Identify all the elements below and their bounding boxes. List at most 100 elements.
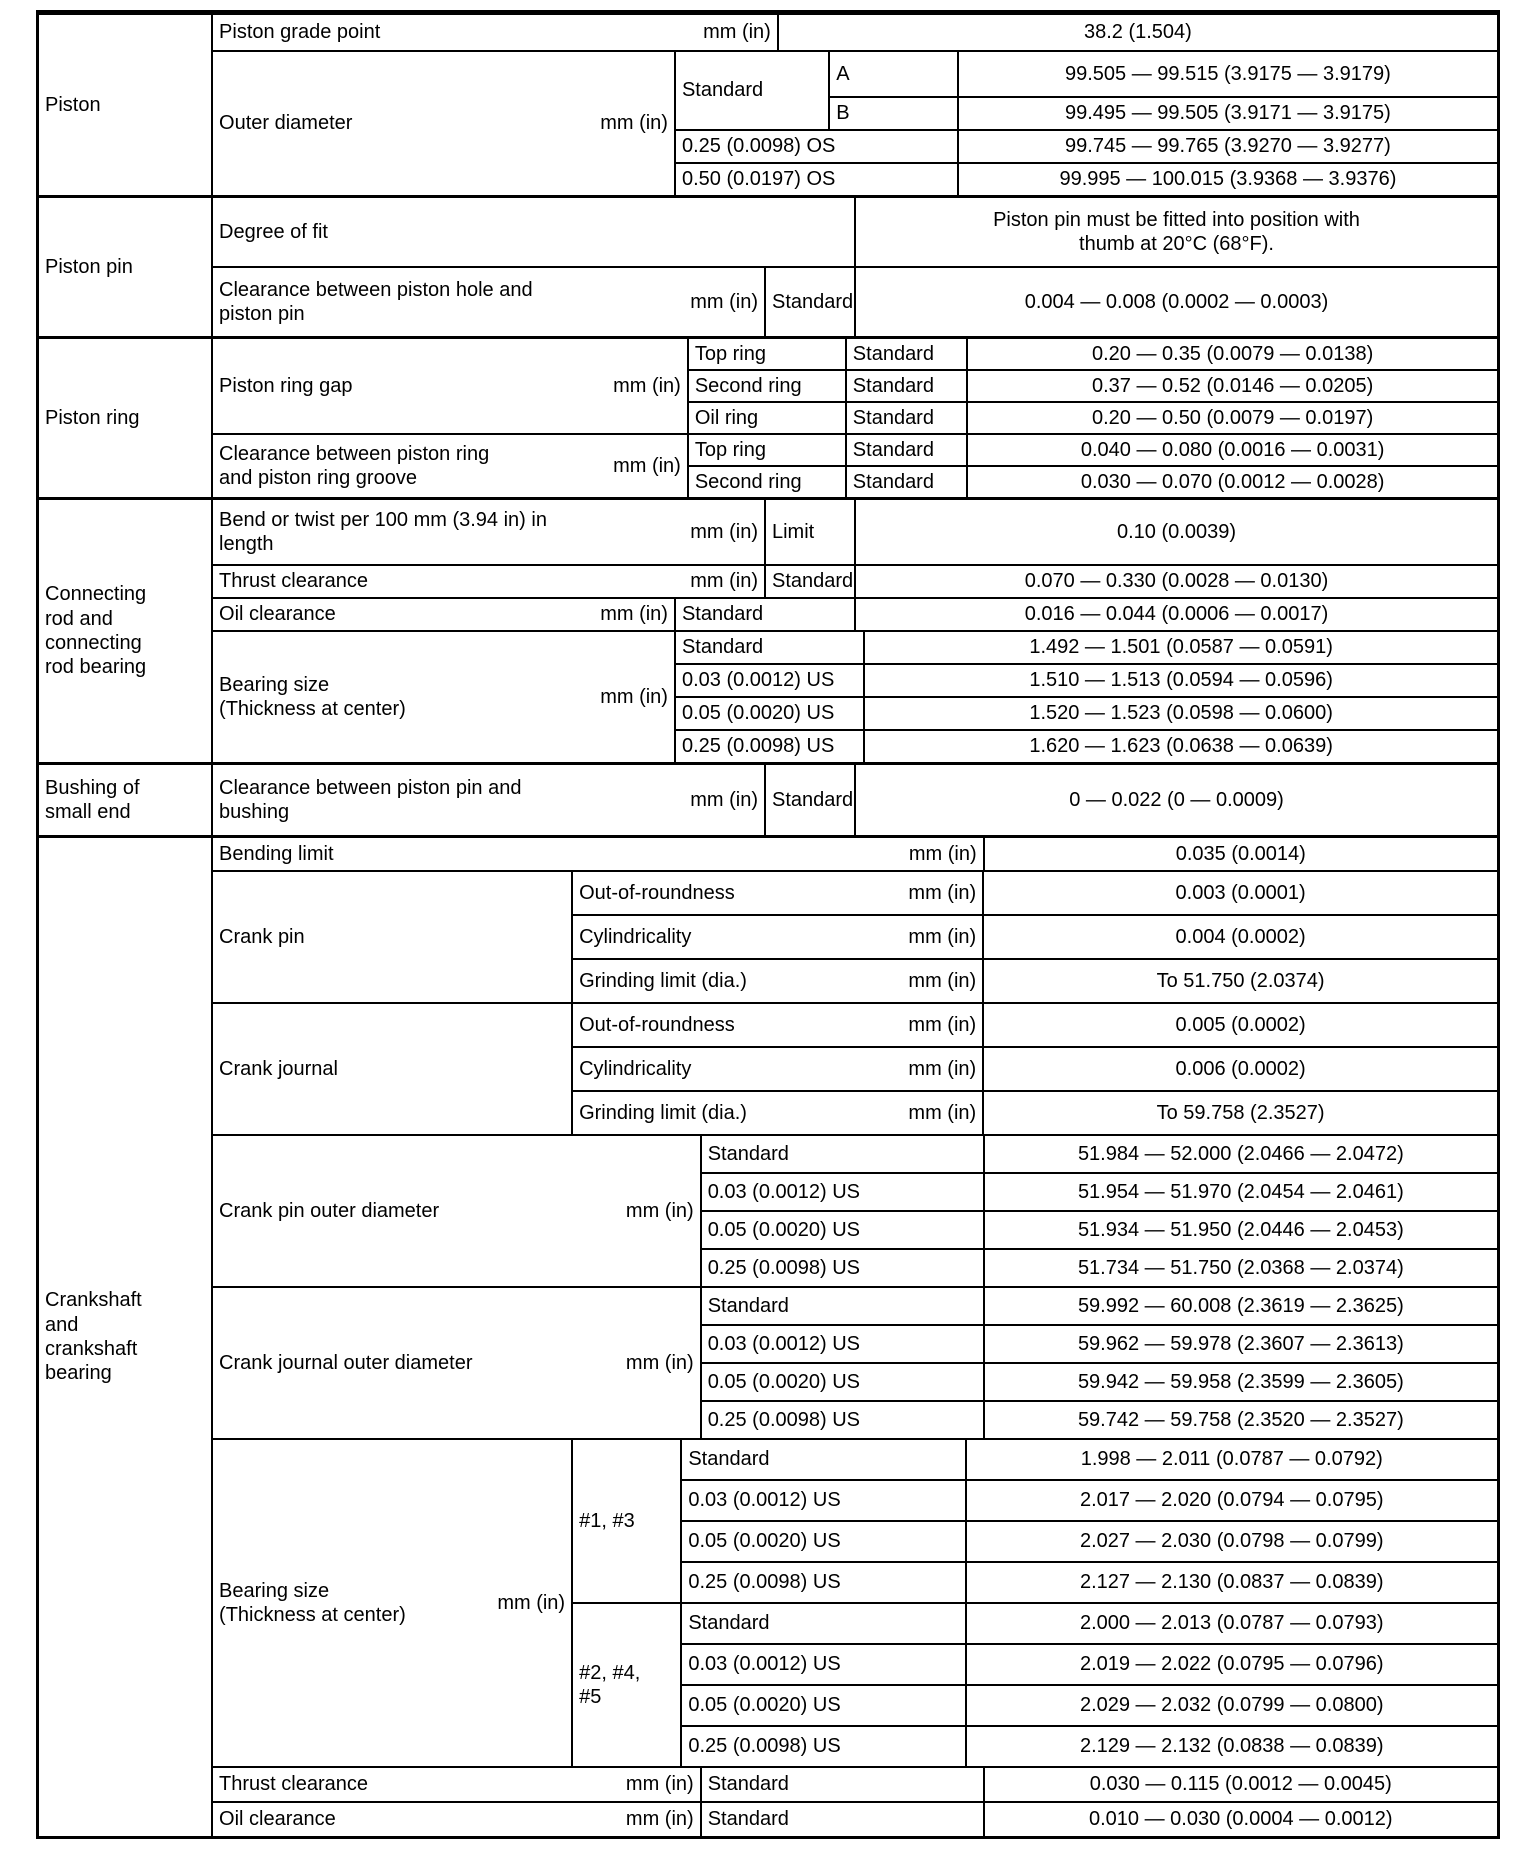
spec-label-cell: Standard [844, 369, 967, 401]
cell-text: Out-of-roundness [579, 881, 735, 904]
spec-value-cell: 38.2 (1.504) [776, 13, 1497, 50]
cell-text: 0.070 — 0.330 (0.0028 — 0.0130) [1024, 570, 1329, 593]
cell-text: Top ring [694, 342, 766, 365]
spec-section: Piston ring Piston ring gap mm (in) Top rin… [39, 336, 1497, 497]
cell-text: Standard [707, 1808, 789, 1831]
cell-text: Standard [771, 290, 854, 313]
cell-text: 0.005 (0.0002) [1175, 1013, 1306, 1036]
spec-label-cell: Grinding limit (dia.) mm (in) [571, 1090, 983, 1134]
cell-text: 0.004 (0.0002) [1175, 925, 1306, 948]
cell-text: Standard [852, 374, 934, 397]
cell-text: Crankshaft and crankshaft bearing [45, 1289, 142, 1385]
cell-text: Top ring [694, 438, 766, 461]
spec-label-cell: #2, #4, #5 [571, 1602, 681, 1766]
group-label-cell: Bushing of small end [39, 763, 212, 835]
cell-text: Piston grade point [219, 21, 381, 44]
table-row: #2, #4, #5 Standard 2.000 — 2.013 (0.0787 … [571, 1602, 1497, 1766]
spec-label-cell: Standard [673, 597, 854, 630]
spec-value-cell: 1.492 — 1.501 (0.0587 — 0.0591) [863, 630, 1497, 663]
table-row: 0.25 (0.0098) US 1.620 — 1.623 (0.0638 — … [673, 729, 1497, 762]
spec-label-cell: Cylindricality mm (in) [571, 1046, 983, 1090]
cell-group: Out-of-roundness mm (in) 0.003 (0.0001) Cyl… [571, 870, 1497, 1002]
table-row: Clearance between piston ring and piston… [211, 433, 1497, 497]
unit-label: mm (in) [908, 1101, 977, 1124]
cell-text: 59.962 — 59.978 (2.3607 — 2.3613) [1077, 1332, 1404, 1355]
unit-label: mm (in) [625, 1199, 694, 1222]
cell-text: #2, #4, #5 [579, 1661, 641, 1708]
cell-text: Piston pin must be fitted into position … [993, 208, 1360, 255]
spec-value-cell: 1.520 — 1.523 (0.0598 — 0.0600) [863, 696, 1497, 729]
spec-label-cell: Out-of-roundness mm (in) [571, 1002, 983, 1046]
table-row: Clearance between piston hole and piston… [211, 266, 1497, 336]
spec-section: Piston pin Degree of fit Piston pin must b… [39, 195, 1497, 336]
cell-text: 0.03 (0.0012) US [688, 1489, 841, 1512]
table-row: Standard 51.984 — 52.000 (2.0466 — 2.0472… [699, 1134, 1497, 1172]
cell-text: 51.954 — 51.970 (2.0454 — 2.0461) [1077, 1180, 1404, 1203]
cell-group: Standard 51.984 — 52.000 (2.0466 — 2.0472… [699, 1134, 1497, 1286]
spec-value-cell: 0.10 (0.0039) [854, 498, 1497, 564]
spec-value-cell: 1.998 — 2.011 (0.0787 — 0.0792) [964, 1438, 1497, 1479]
cell-text: 0.25 (0.0098) US [688, 1735, 841, 1758]
cell-group: Standard 2.000 — 2.013 (0.0787 — 0.0793) 0… [680, 1602, 1497, 1766]
cell-text: 0.20 — 0.35 (0.0079 — 0.0138) [1091, 342, 1374, 365]
cell-text: 0.030 — 0.115 (0.0012 — 0.0045) [1089, 1773, 1392, 1796]
spec-label-cell: Standard [673, 50, 829, 129]
spec-label-cell: Outer diameter mm (in) [211, 50, 674, 195]
cell-text: Grinding limit (dia.) [579, 1101, 747, 1124]
unit-label: mm (in) [690, 788, 758, 811]
cell-text: 0.25 (0.0098) US [688, 1571, 841, 1594]
cell-text: 1.492 — 1.501 (0.0587 — 0.0591) [1029, 636, 1333, 659]
spec-value-cell: 59.992 — 60.008 (2.3619 — 2.3625) [982, 1286, 1497, 1324]
cell-text: Standard [681, 79, 764, 102]
cell-text: Bushing of small end [45, 776, 140, 823]
cell-text: Connecting rod and connecting rod bearin… [45, 583, 147, 679]
unit-label: mm (in) [690, 290, 758, 313]
table-row: A 99.505 — 99.515 (3.9175 — 3.9179) [828, 50, 1497, 96]
cell-text: Crank journal [219, 1057, 338, 1080]
table-row: 0.25 (0.0098) US 51.734 — 51.750 (2.0368 … [699, 1248, 1497, 1286]
cell-text: Piston [45, 93, 101, 116]
cell-text: 99.495 — 99.505 (3.9171 — 3.9175) [1065, 102, 1391, 125]
group-label-cell: Piston pin [39, 196, 212, 336]
cell-group: Standard A 99.505 — 99.515 (3.9175 — 3.917… [673, 50, 1497, 195]
unit-label: mm (in) [908, 1013, 977, 1036]
unit-label: mm (in) [600, 685, 668, 708]
table-row: Standard 59.992 — 60.008 (2.3619 — 2.3625… [699, 1286, 1497, 1324]
spec-section: Connecting rod and connecting rod bearin… [39, 497, 1497, 762]
spec-value-cell: 0.003 (0.0001) [982, 870, 1497, 914]
engine-specifications-table: Piston Piston grade point mm (in) 38.2 (1.5… [36, 10, 1500, 1839]
spec-label-cell: Standard [680, 1438, 965, 1479]
group-label-cell: Piston ring [39, 337, 212, 497]
spec-value-cell: 59.742 — 59.758 (2.3520 — 2.3527) [982, 1400, 1497, 1438]
table-row: Thrust clearance mm (in) Standard 0.070 — 0… [211, 564, 1497, 597]
table-row: 0.05 (0.0020) US 51.934 — 51.950 (2.0446 … [699, 1210, 1497, 1248]
cell-text: Crank pin [219, 925, 305, 948]
unit-label: mm (in) [908, 925, 977, 948]
table-row: 0.25 (0.0098) OS 99.745 — 99.765 (3.9270 … [673, 129, 1497, 162]
cell-text: Standard [771, 788, 854, 811]
spec-label-cell: 0.25 (0.0098) US [673, 729, 864, 762]
cell-text: 0.05 (0.0020) US [688, 1694, 841, 1717]
spec-label-cell: Clearance between piston pin and bushing… [211, 763, 764, 835]
cell-text: 0.03 (0.0012) US [707, 1180, 861, 1203]
spec-value-cell: 0.030 — 0.070 (0.0012 — 0.0028) [966, 465, 1497, 497]
spec-label-cell: 0.25 (0.0098) US [680, 1561, 965, 1602]
group-label-cell: Connecting rod and connecting rod bearin… [39, 498, 212, 762]
table-row: Crank journal outer diameter mm (in) Stand… [211, 1286, 1497, 1438]
cell-text: 0.05 (0.0020) US [688, 1530, 841, 1553]
table-row: 0.05 (0.0020) US 2.029 — 2.032 (0.0799 — … [680, 1684, 1497, 1725]
table-row: 0.03 (0.0012) US 59.962 — 59.978 (2.3607 … [699, 1324, 1497, 1362]
table-row: Bend or twist per 100 mm (3.94 in) in le… [211, 498, 1497, 564]
cell-text: 0.05 (0.0020) US [707, 1218, 861, 1241]
cell-text: 0.003 (0.0001) [1175, 881, 1306, 904]
spec-value-cell: 51.984 — 52.000 (2.0466 — 2.0472) [982, 1134, 1497, 1172]
table-row: 0.05 (0.0020) US 1.520 — 1.523 (0.0598 — … [673, 696, 1497, 729]
spec-value-cell: 99.505 — 99.515 (3.9175 — 3.9179) [956, 50, 1497, 96]
cell-text: 38.2 (1.504) [1083, 21, 1192, 44]
unit-label: mm (in) [908, 969, 977, 992]
cell-text: 2.019 — 2.022 (0.0795 — 0.0796) [1079, 1653, 1384, 1676]
spec-value-cell: 51.954 — 51.970 (2.0454 — 2.0461) [982, 1172, 1497, 1210]
cell-text: Clearance between piston hole and piston… [219, 278, 533, 325]
spec-label-cell: 0.25 (0.0098) US [680, 1725, 965, 1766]
unit-label: mm (in) [908, 881, 977, 904]
